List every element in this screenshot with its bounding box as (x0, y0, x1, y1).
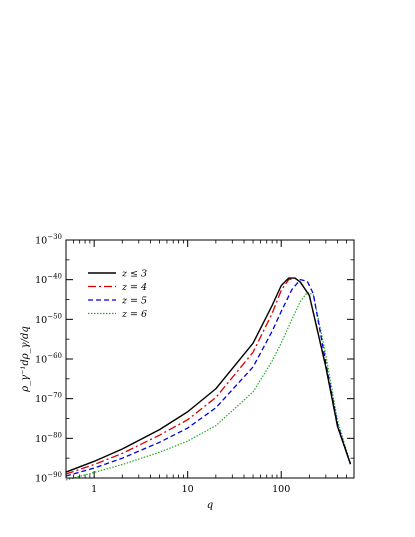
x-tick-label: 10 (182, 484, 194, 495)
y-tick-label: 10−80 (35, 431, 62, 445)
legend: z ≤ 3 z = 4 z = 5 z = 6 (88, 269, 147, 320)
series-line (65, 279, 352, 477)
y-tick-label: 10−70 (35, 392, 62, 406)
y-tick-label: 10−90 (35, 471, 62, 485)
legend-label: z = 5 (121, 296, 147, 307)
series-line (65, 277, 352, 473)
legend-label: z ≤ 3 (121, 269, 147, 280)
legend-label: z = 4 (121, 282, 147, 293)
y-tick-label: 10−40 (35, 273, 62, 287)
legend-label: z = 6 (121, 309, 147, 320)
plot-frame (65, 239, 355, 479)
x-axis-label: q (207, 500, 213, 511)
y-tick-label: 10−50 (35, 312, 62, 326)
y-tick-label: 10−60 (35, 352, 62, 366)
y-tick-label: 10−30 (35, 233, 62, 247)
series-line (65, 291, 352, 481)
y-axis-label: ρ_γ⁻¹dρ_γ/dq (20, 326, 31, 393)
x-tick-label: 100 (272, 484, 290, 495)
x-tick-label: 1 (91, 484, 97, 495)
